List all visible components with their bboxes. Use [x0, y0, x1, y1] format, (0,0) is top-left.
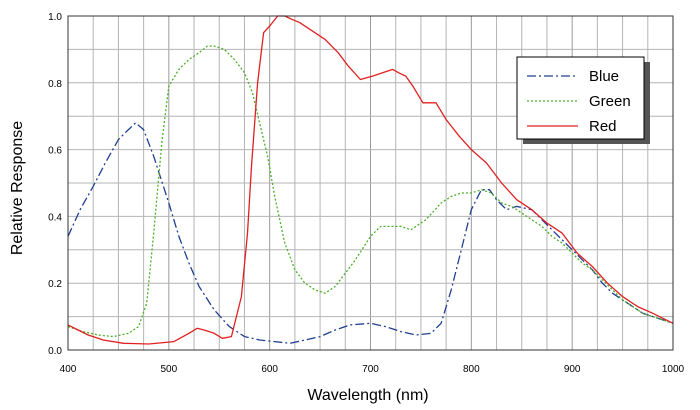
- x-tick-label: 400: [60, 364, 77, 375]
- x-tick-label: 700: [362, 364, 379, 375]
- x-tick-label: 900: [564, 364, 581, 375]
- y-axis-ticks: 0.0 0.2 0.4 0.6 0.8 1.0: [48, 12, 62, 357]
- legend-box: [516, 56, 645, 140]
- legend: Blue Green Red: [516, 56, 650, 144]
- y-tick-label: 0.8: [48, 79, 62, 90]
- y-tick-label: 0.2: [48, 279, 62, 290]
- y-tick-label: 0.6: [48, 146, 62, 157]
- x-tick-label: 800: [463, 364, 480, 375]
- legend-label-green: Green: [589, 93, 631, 110]
- x-tick-label: 1000: [662, 364, 685, 375]
- x-axis-ticks: 400 500 600 700 800 900 1000: [60, 364, 685, 375]
- y-axis-label: Relative Response: [9, 121, 26, 255]
- series-layer: [67, 15, 674, 345]
- legend-label-red: Red: [589, 118, 617, 135]
- y-tick-label: 1.0: [48, 12, 62, 23]
- series-line-green: [67, 45, 674, 338]
- y-tick-label: 0.0: [48, 346, 62, 357]
- plot-frame: [67, 15, 674, 351]
- grid: [68, 16, 673, 350]
- x-axis-label: Wavelength (nm): [307, 387, 428, 404]
- x-tick-label: 600: [261, 364, 278, 375]
- legend-label-blue: Blue: [589, 68, 619, 85]
- series-line-red: [67, 15, 674, 345]
- x-tick-label: 500: [160, 364, 177, 375]
- series-line-blue: [67, 122, 674, 344]
- y-tick-label: 0.4: [48, 212, 62, 223]
